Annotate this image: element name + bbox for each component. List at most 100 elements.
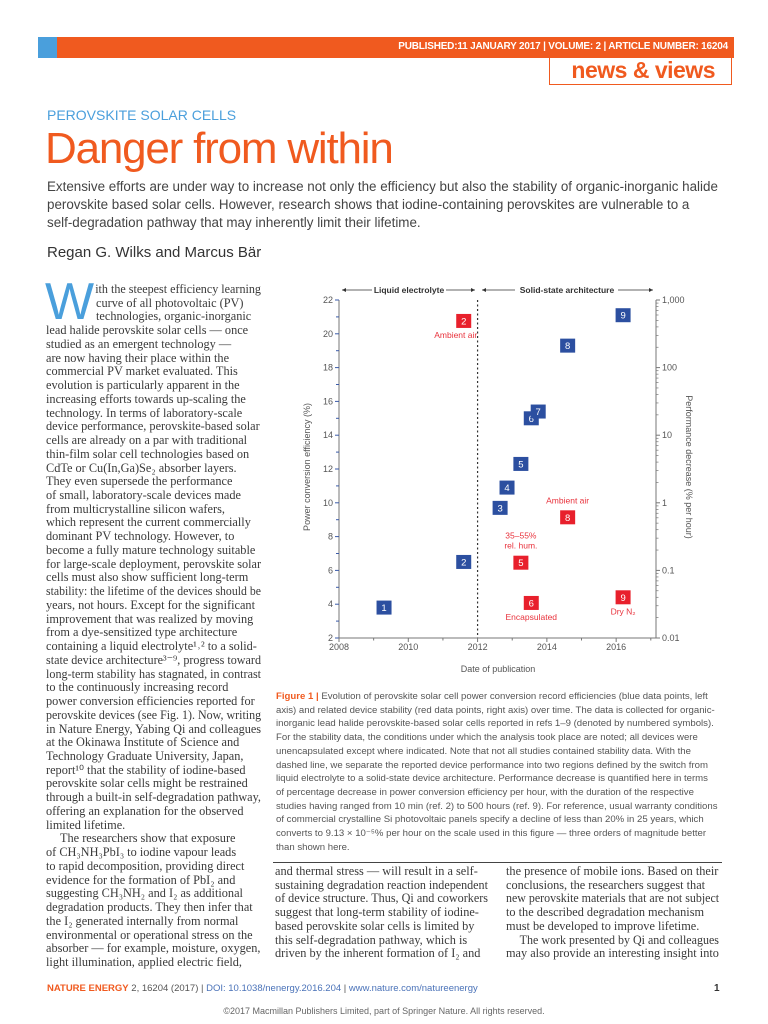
text-line: of CH₃NH₃PbI₃ to iodine vapour leads xyxy=(46,845,237,860)
stability-condition-note: Dry N₂ xyxy=(611,606,636,616)
text-line: this self-degradation pathway, which is xyxy=(275,932,468,947)
text-line: of small, laboratory-scale devices made xyxy=(46,488,241,503)
text-line: evidence for the formation of PbI₂ and xyxy=(46,872,236,887)
text-line: in Nature Energy, Yabing Qi and colleagu… xyxy=(46,721,262,736)
region-label-liquid: Liquid electrolyte xyxy=(374,285,445,295)
body-column-1: ith the steepest efficiency learning curv… xyxy=(46,282,262,970)
text-line: to the described degradation mechanism xyxy=(506,905,705,920)
text-line: at the Okinawa Institute of Science and xyxy=(46,735,240,750)
text-line: dominant PV technology. However, to xyxy=(46,529,235,544)
text-line: increasing efforts towards up-scaling th… xyxy=(46,391,246,406)
text-line: conclusions, the researchers suggest tha… xyxy=(506,877,706,892)
drop-cap: W xyxy=(45,273,95,331)
text-line: evolution is particularly apparent in th… xyxy=(46,378,240,393)
page-number: 1 xyxy=(714,983,720,994)
text-line: report¹⁰ that the stability of iodine-ba… xyxy=(46,762,246,777)
point-ref-label: 8 xyxy=(565,341,570,352)
text-line: unencapsulated except where indicated. N… xyxy=(276,745,691,757)
text-line: years, not hours. Except for the signifi… xyxy=(46,597,255,612)
copyright: ©2017 Macmillan Publishers Limited, part… xyxy=(223,1006,545,1016)
publication-info: PUBLISHED:11 JANUARY 2017 | VOLUME: 2 | … xyxy=(398,41,728,52)
text-line: The researchers show that exposure xyxy=(60,831,236,846)
y2-tick-label: 0.01 xyxy=(662,633,680,643)
stability-condition-note: rel. hum. xyxy=(504,541,537,551)
text-line: stability: the lifetime of the devices s… xyxy=(46,584,261,599)
stability-point-2 xyxy=(456,313,472,328)
text-line: long-term stability has stagnated, in co… xyxy=(46,666,262,681)
text-line: become a fully mature technology suitabl… xyxy=(46,542,256,557)
section-tag: news & views xyxy=(571,57,715,83)
text-line: than shown here. xyxy=(276,841,350,853)
text-line: CdTe or Cu(In,Ga)Se₂ absorber layers. xyxy=(46,460,237,475)
text-line: Extensive efforts are under way to incre… xyxy=(47,179,718,194)
text-line: inorganic lead halide perovskite-based s… xyxy=(276,718,714,730)
y2-tick-label: 100 xyxy=(662,363,677,373)
text-line: curve of all photovoltaic (PV) xyxy=(96,295,244,310)
text-line: from multicrystalline silicon wafers, xyxy=(46,501,225,516)
article-title: Danger from within xyxy=(45,124,394,173)
text-line: state device architecture³⁻⁹, progress t… xyxy=(46,652,262,667)
caption-line: Figure 1 | Evolution of perovskite solar… xyxy=(276,690,719,704)
y-tick-label: 4 xyxy=(328,599,333,609)
stability-point-8 xyxy=(560,510,576,525)
y-tick-label: 10 xyxy=(323,498,333,508)
stability-point-6 xyxy=(523,595,539,610)
text-line: technologies, organic-inorganic xyxy=(96,309,252,324)
divider-rule xyxy=(273,862,722,863)
text-line: and thermal stress — will result in a se… xyxy=(275,864,478,878)
efficiency-point-2 xyxy=(456,554,472,569)
body-column-3: the presence of mobile ions. Based on th… xyxy=(506,864,719,961)
text-line: of commercial crystalline Si photovoltai… xyxy=(276,814,704,826)
text-line: of device structure. Thus, Qi and cowork… xyxy=(275,891,489,906)
doi-link[interactable]: DOI: 10.1038/nenergy.2016.204 xyxy=(206,983,342,994)
text-line: For the stability data, the conditions u… xyxy=(276,732,698,744)
text-line: suggesting CH₃NH₂ and I₂ as additional xyxy=(46,886,243,901)
efficiency-point-4 xyxy=(499,480,515,495)
text-line: ith the steepest efficiency learning xyxy=(95,282,261,296)
y-tick-label: 18 xyxy=(323,363,333,373)
efficiency-point-8 xyxy=(560,338,576,353)
text-line: limited lifetime. xyxy=(46,817,126,832)
y-tick-label: 22 xyxy=(323,295,333,305)
text-line: converts to 9.13 × 10⁻⁵% per hour on the… xyxy=(276,828,707,840)
text-line: perovskite devices (see Fig. 1). Now, wr… xyxy=(46,707,262,722)
text-line: device performance, perovskite-based sol… xyxy=(46,419,260,434)
text-line: lead halide perovskite solar cells — onc… xyxy=(46,323,249,338)
text-line: based perovskite solar cells is limited … xyxy=(275,918,475,933)
header-accent-square xyxy=(38,37,57,58)
efficiency-point-5 xyxy=(513,456,529,471)
text-line: which represent the current commercially xyxy=(46,515,251,530)
point-ref-label: 6 xyxy=(529,598,534,609)
authors: Regan G. Wilks and Marcus Bär xyxy=(47,244,262,261)
region-label-solid: Solid-state architecture xyxy=(520,285,615,295)
text-line: thin-film solar cell technologies based … xyxy=(46,446,250,461)
point-ref-label: 5 xyxy=(518,459,523,470)
point-ref-label: 7 xyxy=(536,407,541,418)
point-ref-label: 4 xyxy=(504,483,509,494)
y-tick-label: 6 xyxy=(328,565,333,575)
stability-condition-note: Ambient air xyxy=(434,330,477,340)
stability-condition-note: 35–55% xyxy=(505,531,537,541)
efficiency-point-9 xyxy=(615,308,631,323)
text-line: for large-scale deployment, perovskite s… xyxy=(46,556,262,571)
efficiency-point-7 xyxy=(530,404,546,419)
arrowhead-icon xyxy=(342,288,346,292)
stability-condition-note: Ambient air xyxy=(546,495,589,505)
text-line: absorber — for example, moisture, oxygen… xyxy=(46,941,261,956)
point-ref-label: 1 xyxy=(381,603,386,614)
text-line: of percentage decrease in power conversi… xyxy=(276,786,694,798)
efficiency-point-1 xyxy=(376,600,392,615)
text-line: technology. In terms of laboratory-scale xyxy=(46,405,243,420)
point-ref-label: 2 xyxy=(461,557,466,568)
x-tick-label: 2014 xyxy=(537,642,557,652)
text-line: The work presented by Qi and colleagues xyxy=(519,932,719,947)
text-line: self-degradation pathway that may inhere… xyxy=(47,215,421,230)
text-line: cells are already on a par with traditio… xyxy=(46,433,248,448)
text-line: driven by the inherent formation of I₂ a… xyxy=(275,946,481,961)
x-tick-label: 2008 xyxy=(329,642,349,652)
arrowhead-icon xyxy=(482,288,486,292)
journal-url-link[interactable]: www.nature.com/natureenergy xyxy=(348,983,478,994)
text-line: degradation products. They then infer th… xyxy=(46,900,253,915)
y-tick-label: 8 xyxy=(328,532,333,542)
